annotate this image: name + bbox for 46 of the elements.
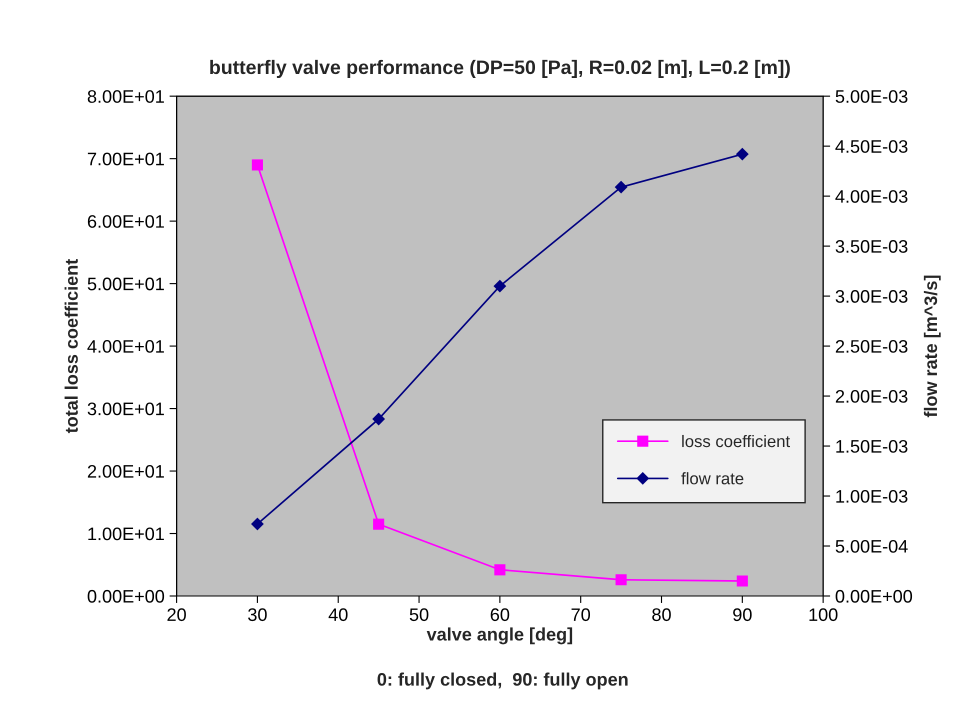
y-tick-label: 3.00E+01 [88,402,164,416]
y2-tick-label: 4.50E-03 [835,140,908,153]
y2-tick-label: 2.50E-03 [836,340,908,353]
point [252,159,263,170]
x-tick-label: 30 [248,608,267,622]
x-axis-title: valve angle [deg] [426,627,572,644]
x-tick-label: 20 [167,608,186,622]
x-tick-label: 100 [809,608,838,622]
point [494,564,506,576]
point [251,518,264,530]
x-tick-label: 60 [490,608,510,622]
y2-tick-label: 0.00E+00 [836,590,912,603]
legend-label: loss coefficient [682,434,790,448]
point [616,574,627,586]
legend-label: flow rate [681,472,744,484]
y-axis-title: total loss coefficient [64,259,78,434]
x-tick-label: 70 [572,608,590,622]
text: 0: fully closed, 90: fully open [378,672,628,690]
y-tick-label: 8.00E+01 [88,90,164,103]
y-tick-label: 6.00E+01 [88,215,164,228]
y2-tick-label: 2.00E-03 [836,390,908,403]
y2-tick-label: 5.00E-03 [836,90,908,103]
y2-tick-label: 1.00E-03 [836,490,908,503]
y2-tick-label: 3.00E-03 [836,290,908,303]
point [373,518,384,530]
point [372,412,385,426]
y2-tick-label: 4.00E-03 [835,190,908,203]
x-tick-label: 90 [733,608,752,622]
point [736,148,748,160]
y-tick-label: 2.00E+01 [88,464,164,478]
y2-axis-title: flow rate [m^3/s] [924,276,941,418]
y-tick-label: 5.00E+01 [88,278,164,290]
point [615,181,628,194]
y2-tick-label: 1.50E-03 [836,440,908,453]
y-tick-label: 0.00E+00 [88,590,164,603]
point [494,280,506,292]
x-tick-label: 80 [652,608,671,622]
y-tick-label: 1.00E+01 [88,527,164,540]
x-tick-label: 50 [410,608,428,622]
y-tick-label: 7.00E+01 [88,152,164,166]
point [736,575,748,587]
y2-tick-label: 5.00E-04 [836,540,908,553]
chart-title: butterfly valve performance (DP=50 [Pa], R=0.02 [m], L=0.2 [m]) [210,60,790,78]
y2-tick-label: 3.50E-03 [836,240,908,253]
y-tick-label: 4.00E+01 [87,340,164,353]
x-tick-label: 40 [328,608,348,622]
